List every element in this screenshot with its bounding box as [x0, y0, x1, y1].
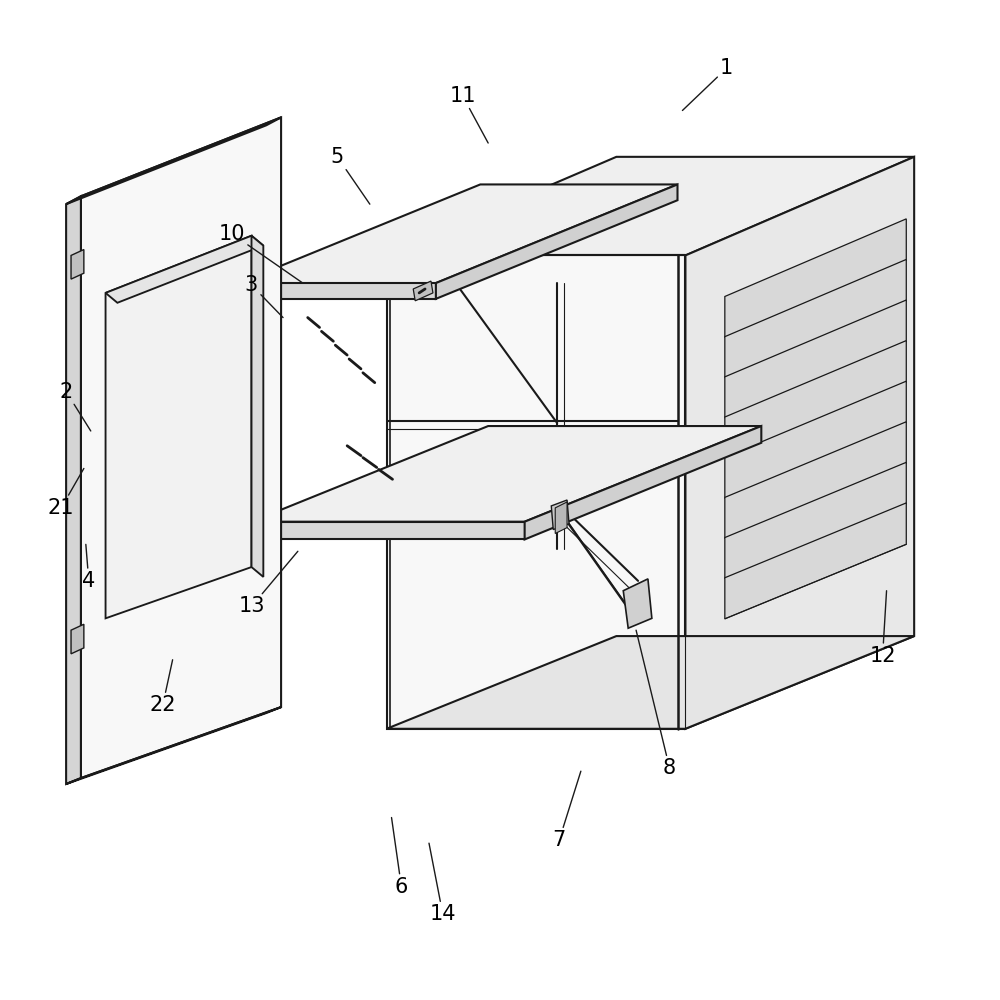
Polygon shape	[239, 283, 436, 299]
Polygon shape	[725, 259, 906, 378]
Polygon shape	[413, 281, 433, 301]
Polygon shape	[106, 236, 263, 303]
Polygon shape	[436, 184, 678, 299]
Polygon shape	[66, 707, 281, 784]
Polygon shape	[252, 236, 263, 577]
Polygon shape	[387, 636, 914, 729]
Polygon shape	[725, 462, 906, 579]
Polygon shape	[725, 381, 906, 498]
Polygon shape	[725, 300, 906, 418]
Polygon shape	[66, 196, 81, 784]
Text: 4: 4	[82, 544, 95, 591]
Text: 10: 10	[219, 224, 303, 283]
Text: 22: 22	[150, 660, 176, 715]
Polygon shape	[106, 236, 252, 618]
Polygon shape	[555, 502, 567, 534]
Text: 14: 14	[429, 843, 456, 924]
Text: 8: 8	[636, 630, 676, 778]
Polygon shape	[81, 117, 281, 778]
Text: 5: 5	[331, 147, 370, 204]
Polygon shape	[725, 503, 906, 619]
Text: 21: 21	[48, 468, 84, 518]
Polygon shape	[239, 184, 678, 283]
Text: 6: 6	[392, 818, 408, 897]
Polygon shape	[725, 219, 906, 338]
Polygon shape	[66, 117, 281, 204]
Text: 3: 3	[245, 275, 283, 318]
Polygon shape	[71, 624, 84, 654]
Text: 7: 7	[553, 771, 581, 850]
Polygon shape	[252, 522, 525, 539]
Polygon shape	[725, 341, 906, 458]
Text: 1: 1	[682, 58, 733, 110]
Text: 12: 12	[869, 591, 896, 666]
Polygon shape	[525, 426, 761, 539]
Polygon shape	[387, 157, 914, 255]
Polygon shape	[685, 157, 914, 729]
Polygon shape	[551, 500, 569, 530]
Text: 13: 13	[238, 551, 298, 616]
Polygon shape	[387, 255, 685, 729]
Polygon shape	[252, 426, 761, 522]
Polygon shape	[71, 250, 84, 279]
Text: 2: 2	[59, 382, 91, 431]
Text: 11: 11	[449, 86, 488, 143]
Polygon shape	[725, 422, 906, 538]
Polygon shape	[623, 579, 652, 628]
